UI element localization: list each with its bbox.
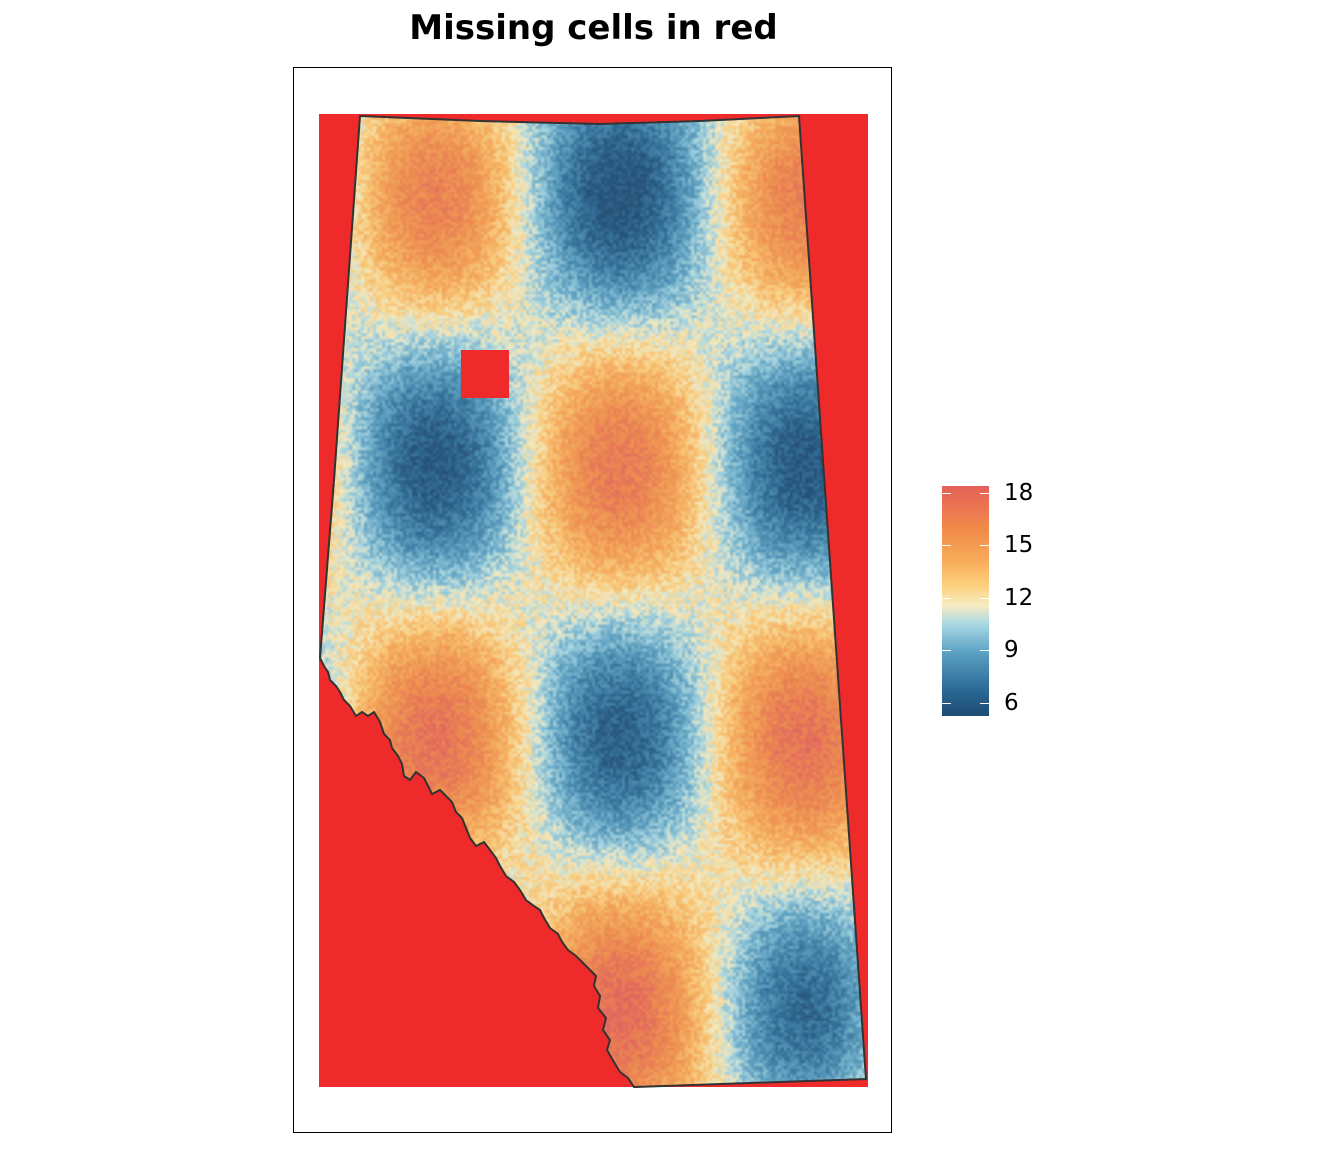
legend-colorbar xyxy=(942,486,989,716)
legend-tick-15-left xyxy=(942,545,951,546)
legend-label-18: 18 xyxy=(1004,480,1034,506)
province-boundary xyxy=(318,114,868,1089)
legend-tick-18-right xyxy=(980,493,989,494)
legend-tick-6-left xyxy=(942,703,951,704)
legend-label-9: 9 xyxy=(1004,637,1019,663)
legend-tick-18-left xyxy=(942,493,951,494)
legend-label-12: 12 xyxy=(1004,585,1034,611)
page-title: Missing cells in red xyxy=(409,8,778,48)
legend-tick-12-left xyxy=(942,598,951,599)
legend-label-15: 15 xyxy=(1004,532,1034,558)
legend-tick-15-right xyxy=(980,545,989,546)
color-legend: 18 15 12 9 6 xyxy=(942,482,1062,718)
legend-tick-9-left xyxy=(942,650,951,651)
legend-tick-12-right xyxy=(980,598,989,599)
legend-tick-9-right xyxy=(980,650,989,651)
legend-tick-6-right xyxy=(980,703,989,704)
legend-label-6: 6 xyxy=(1004,690,1019,716)
missing-cells-block xyxy=(461,350,509,398)
